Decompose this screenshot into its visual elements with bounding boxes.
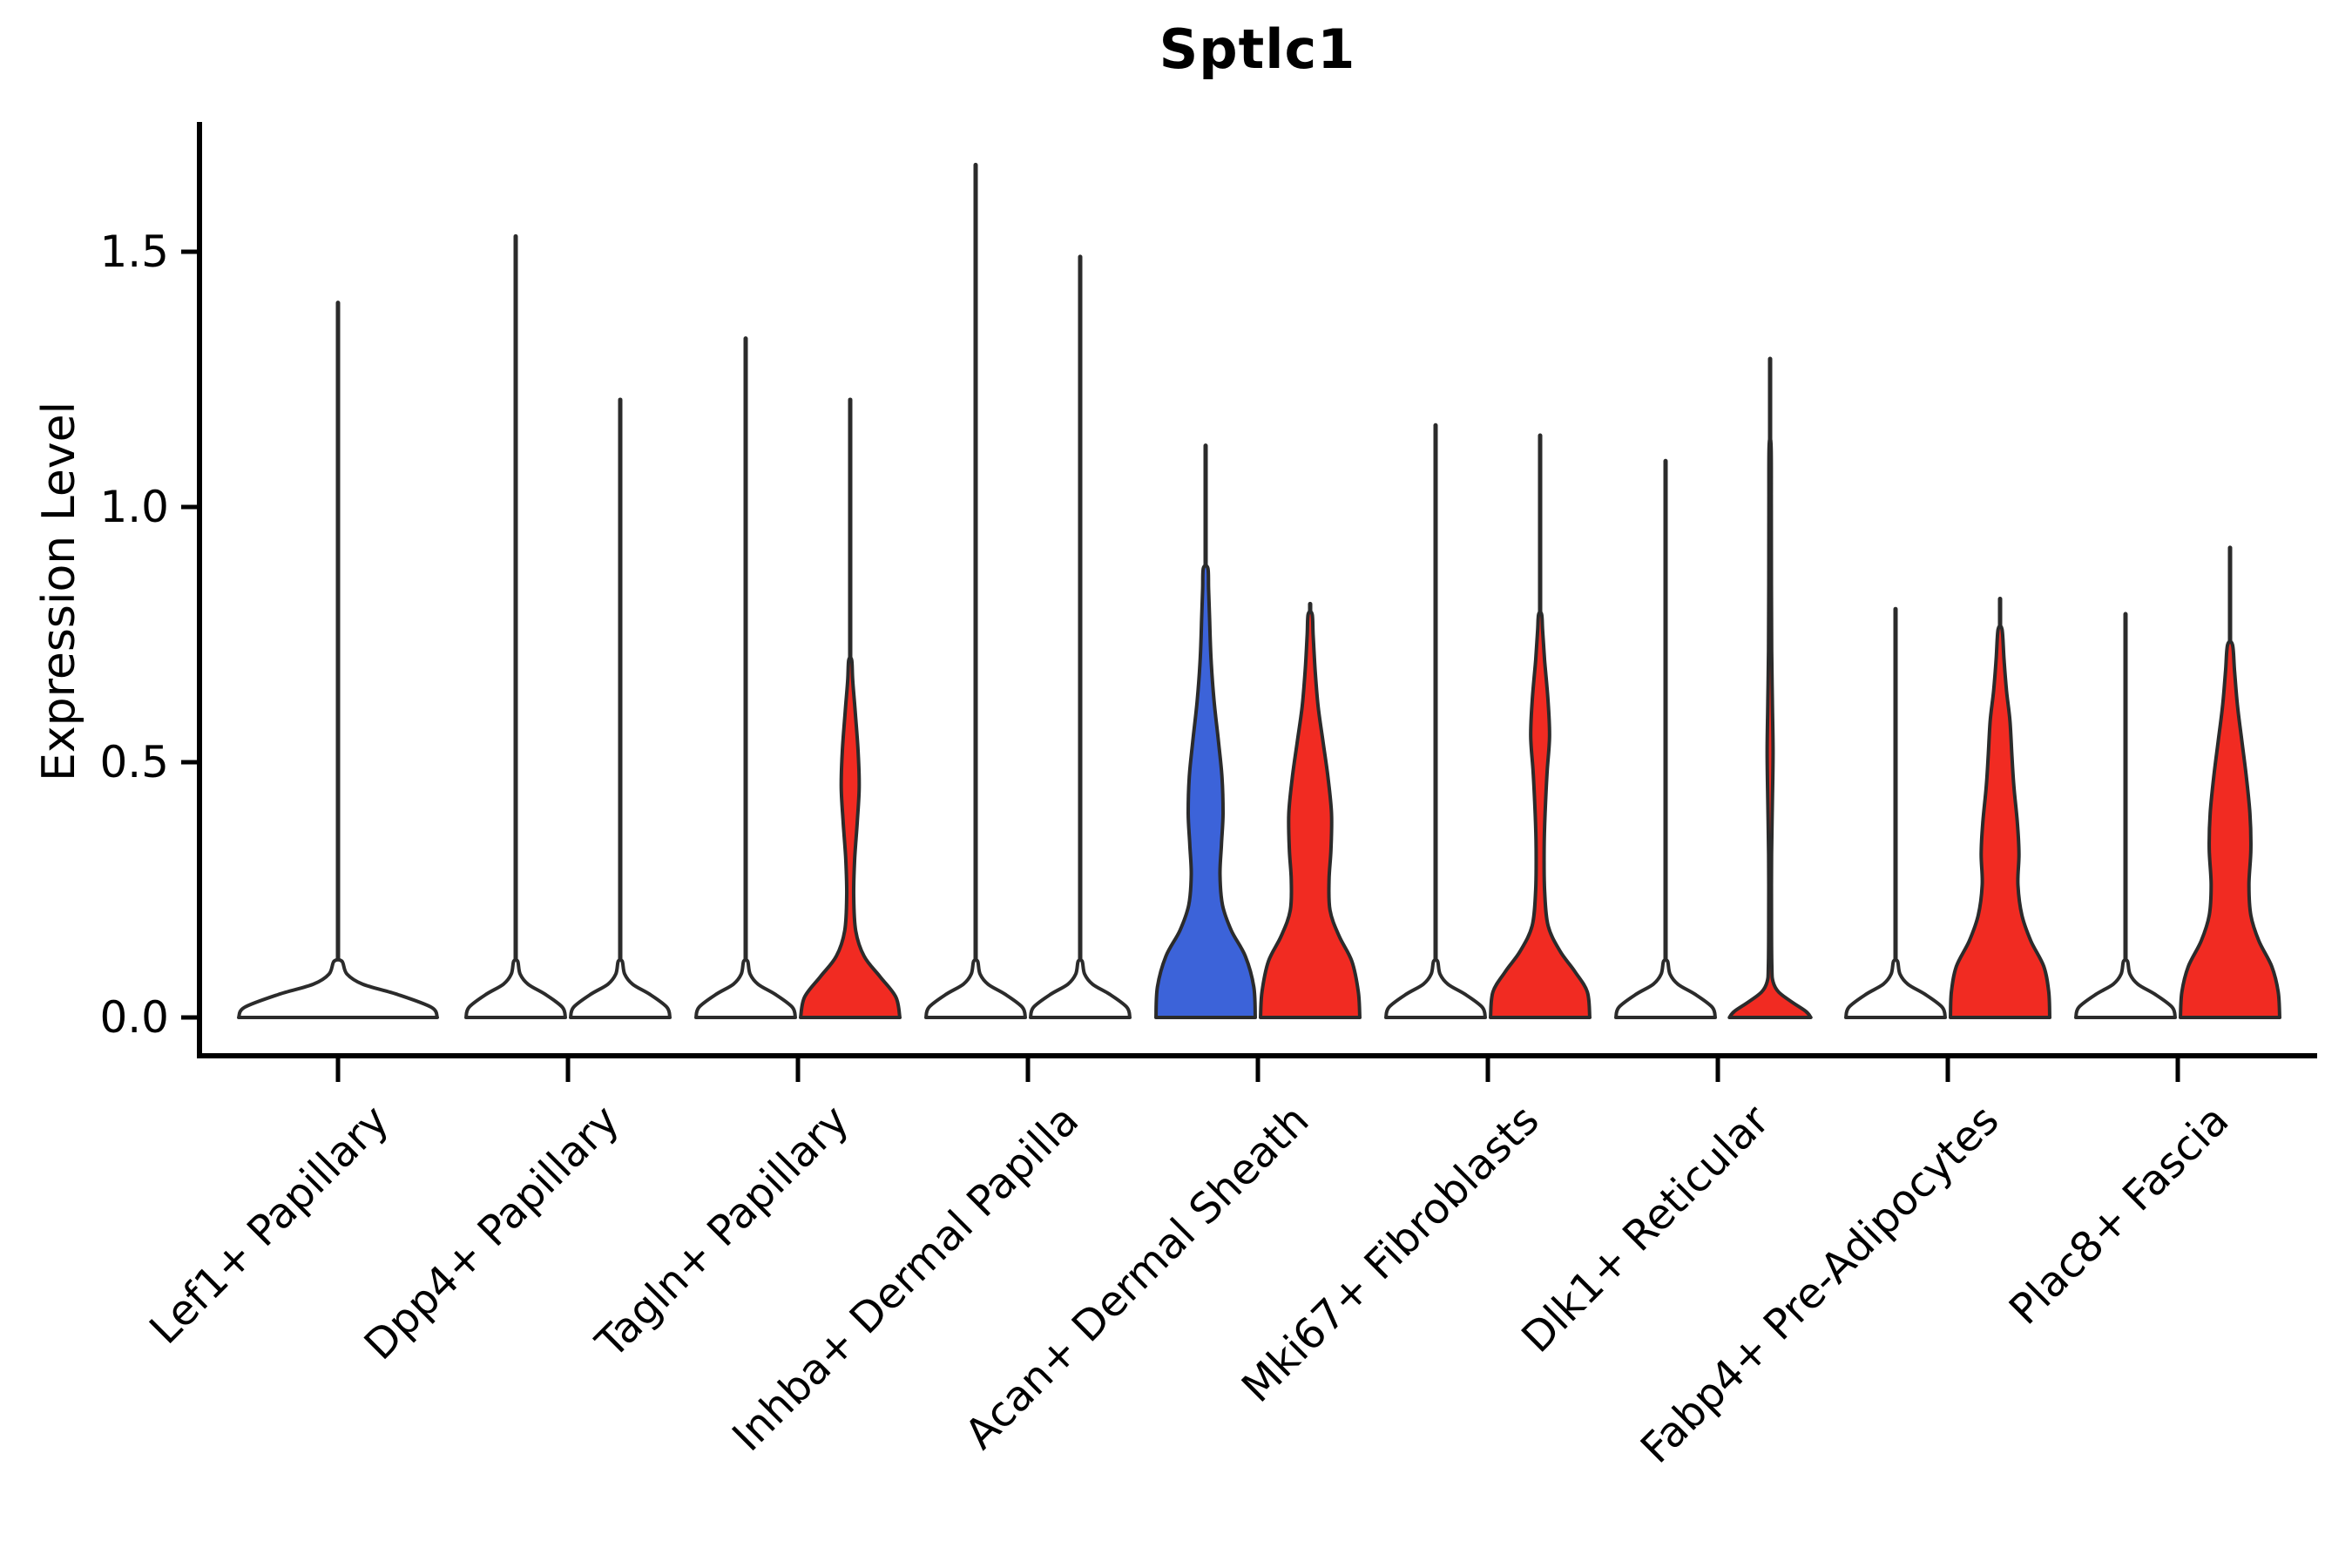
violin-body: [1154, 564, 1257, 1019]
violin-body: [1489, 610, 1592, 1019]
violin-body: [1384, 957, 1487, 1019]
violin-body: [569, 957, 672, 1019]
violin-body: [1614, 957, 1717, 1019]
violin-body: [237, 957, 439, 1019]
y-tick-label: 0.0: [99, 992, 169, 1043]
violin-body: [2074, 957, 2177, 1019]
y-tick-label: 0.5: [99, 737, 169, 787]
y-tick-label: 1.0: [99, 482, 169, 532]
chart-title: Sptlc1: [1159, 17, 1356, 81]
violin-body: [1844, 957, 1947, 1019]
violin-body: [1029, 957, 1132, 1019]
y-tick-label: 1.5: [99, 226, 169, 277]
violin-body: [1259, 610, 1362, 1019]
violin-body: [799, 655, 902, 1019]
violin-body: [924, 957, 1027, 1019]
violin-body: [694, 957, 797, 1019]
violin-body: [1727, 436, 1813, 1019]
violin-body: [2179, 639, 2281, 1019]
violin-body: [464, 957, 567, 1019]
violin-body: [1949, 624, 2051, 1019]
